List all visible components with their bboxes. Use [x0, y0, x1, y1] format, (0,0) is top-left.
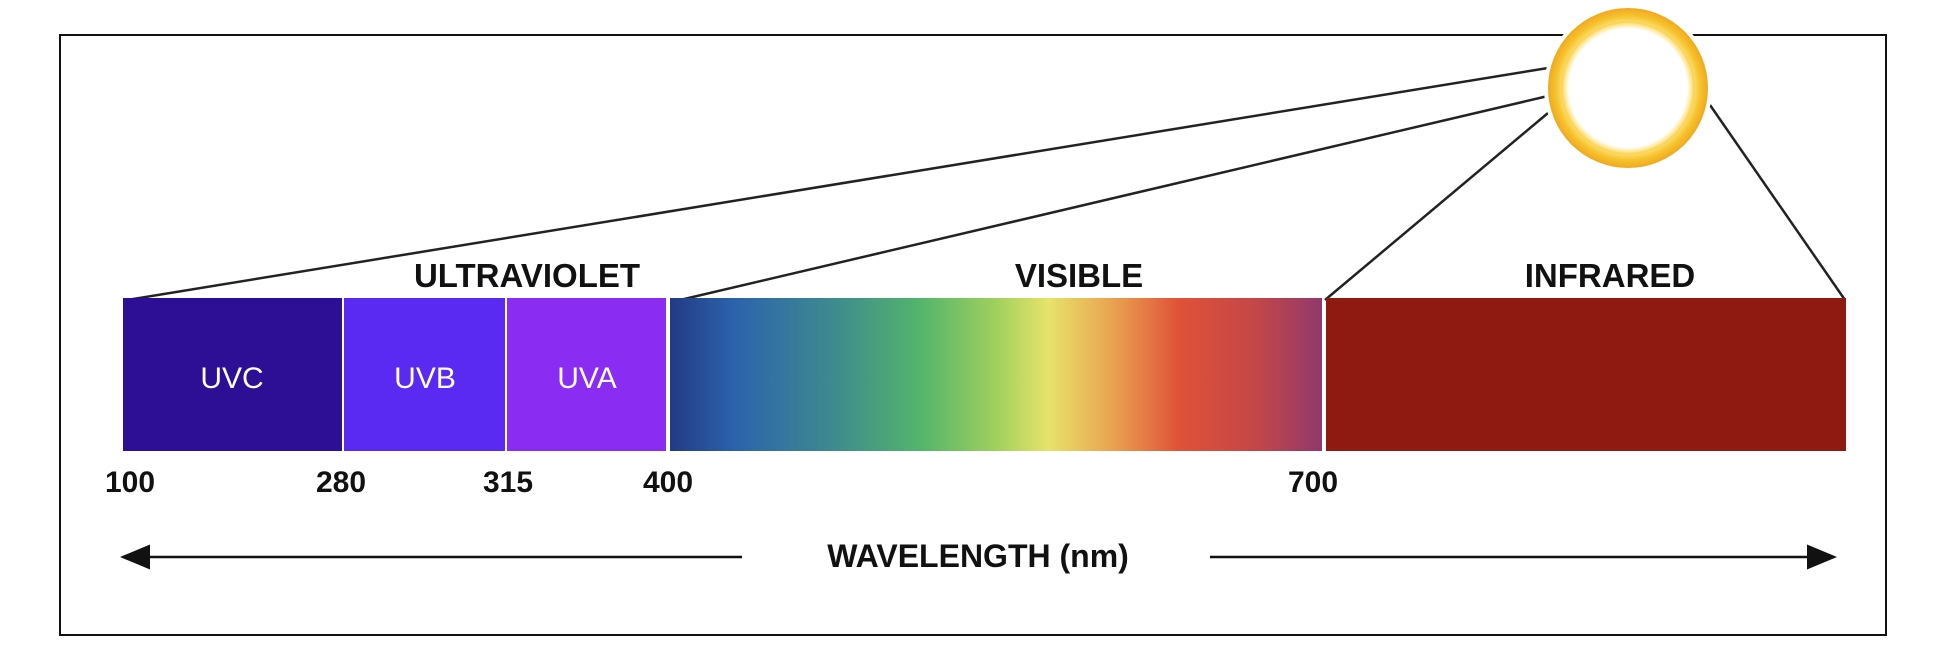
sun-rays — [126, 66, 1847, 302]
tick-700: 700 — [1288, 466, 1338, 499]
uvb-band — [344, 298, 505, 451]
visible-heading: VISIBLE — [1015, 257, 1143, 294]
ray-uv-right — [679, 94, 1549, 302]
infrared-band — [1326, 298, 1846, 451]
sun-icon — [1544, 4, 1712, 172]
uvc-band — [123, 298, 342, 451]
visible-band — [670, 298, 1322, 451]
tick-280: 280 — [316, 466, 366, 499]
infrared-heading: INFRARED — [1525, 257, 1696, 294]
tick-315: 315 — [483, 466, 533, 499]
tick-400: 400 — [643, 466, 693, 499]
ultraviolet-heading: ULTRAVIOLET — [414, 257, 640, 294]
ray-ir-left — [1324, 112, 1549, 301]
uva-label: UVA — [557, 362, 616, 395]
uva-band — [507, 298, 666, 451]
uvb-label: UVB — [394, 362, 456, 395]
ray-uv-left — [126, 66, 1549, 302]
wavelength-axis-label: WAVELENGTH (nm) — [827, 538, 1129, 574]
tick-100: 100 — [105, 466, 155, 499]
uvc-label: UVC — [200, 362, 263, 395]
ray-ir-right — [1708, 104, 1847, 301]
